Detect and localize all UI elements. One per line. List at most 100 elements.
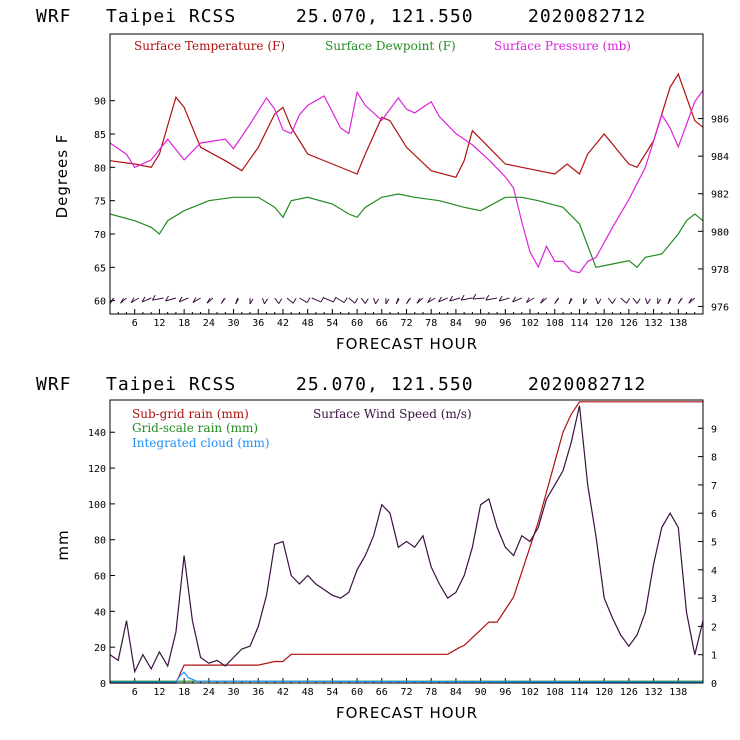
legend-wind-speed: Surface Wind Speed (m/s): [313, 407, 472, 421]
wind-barb: [644, 297, 648, 305]
wind-barb-flag: [485, 294, 490, 301]
top-x-tick-label: 84: [450, 318, 462, 329]
wind-barb: [141, 297, 152, 303]
bottom-series-surface-wind-speed-m-s: [109, 405, 704, 674]
bottom-y2-tick-label: 3: [711, 594, 717, 605]
top-x-tick-label: 42: [277, 318, 289, 329]
top-y2-tick-label: 982: [711, 190, 729, 201]
wind-barb-flag: [320, 296, 325, 303]
bottom-x-tick-label: 12: [153, 687, 165, 698]
wind-barb-flag: [636, 298, 641, 304]
wind-barb: [178, 297, 189, 303]
wind-barb-flag: [178, 296, 183, 303]
wind-barb-flag: [677, 298, 682, 304]
top-plot-frame: [109, 33, 704, 315]
top-x-tick-label: 102: [521, 318, 539, 329]
top-x-tick-label: 24: [203, 318, 215, 329]
wind-barb: [472, 297, 485, 300]
wind-barb-flag: [165, 295, 169, 302]
wind-barb-flag: [406, 298, 410, 304]
wind-barb: [526, 297, 535, 304]
wind-barb-flag: [554, 298, 559, 304]
bottom-x-tick-label: 6: [132, 687, 138, 698]
wind-barb: [498, 297, 510, 302]
top-header-model: WRF: [36, 6, 72, 27]
wind-barb: [130, 297, 140, 304]
bottom-x-tick-label: 114: [570, 687, 588, 698]
top-x-tick-label: 6: [132, 318, 138, 329]
bottom-x-tick-label: 72: [400, 687, 412, 698]
top-x-tick-label: 12: [153, 318, 165, 329]
wind-barb: [485, 297, 498, 301]
bottom-x-tick-label: 96: [499, 687, 511, 698]
top-legend: Surface Temperature (F) Surface Dewpoint…: [134, 39, 631, 53]
top-x-tick-label: 78: [425, 318, 437, 329]
bottom-y2-tick-label: 0: [711, 679, 717, 690]
legend-integrated-cloud: Integrated cloud (mm): [132, 436, 270, 450]
bottom-plot-frame: [109, 399, 704, 684]
bottom-header: WRF Taipei RCSS 25.070, 121.550 20200827…: [36, 374, 645, 395]
top-y2-tick-label: 986: [711, 115, 729, 126]
top-y-tick-label: 70: [94, 230, 106, 241]
bottom-y2-tick-label: 7: [711, 481, 717, 492]
wind-barb-flag: [385, 298, 390, 305]
wind-barb-flag: [540, 297, 544, 304]
bottom-x-tick-label: 18: [178, 687, 190, 698]
wind-barb: [323, 297, 334, 303]
wind-barb-flag: [278, 298, 283, 304]
wind-barb-flag: [416, 297, 421, 304]
top-header: WRF Taipei RCSS 25.070, 121.550 20200827…: [36, 6, 645, 27]
legend-dewpoint: Surface Dewpoint (F): [325, 39, 456, 53]
top-series-surface-dewpoint-f: [109, 193, 704, 269]
top-y-tick-label: 75: [94, 197, 106, 208]
bottom-y-tick-label: 80: [94, 536, 106, 547]
bottom-y-tick-label: 140: [88, 428, 106, 439]
top-y2-tick-label: 978: [711, 265, 729, 276]
wind-barb-flag: [206, 297, 211, 304]
top-y-tick-label: 85: [94, 130, 106, 141]
top-header-coords: 25.070, 121.550: [296, 6, 474, 27]
wind-barb-flag: [306, 297, 311, 303]
wind-barb-flag: [375, 298, 380, 305]
wind-barb-flag: [235, 298, 240, 305]
wind-barb-flag: [120, 297, 124, 304]
wind-barb-flag: [192, 297, 197, 303]
wind-barb-flag: [354, 297, 359, 304]
wind-barb-flag: [130, 297, 135, 303]
top-x-tick-label: 96: [499, 318, 511, 329]
wind-barb: [336, 297, 345, 304]
bottom-x-tick-label: 66: [376, 687, 388, 698]
wind-barb-flag: [427, 297, 432, 303]
wind-barb-flag: [568, 298, 573, 305]
bottom-y-tick-label: 120: [88, 464, 106, 475]
wind-barb: [360, 297, 366, 304]
bottom-y2-tick-label: 8: [711, 453, 717, 464]
wind-barb-flag: [220, 298, 225, 304]
wind-barb: [512, 297, 523, 303]
bottom-x-tick-label: 78: [425, 687, 437, 698]
bottom-x-tick-label: 102: [521, 687, 539, 698]
top-x-axis-label: FORECAST HOUR: [336, 335, 478, 353]
wind-barb: [632, 297, 638, 304]
top-x-tick-label: 30: [228, 318, 240, 329]
bottom-y2-tick-label: 9: [711, 424, 717, 435]
bottom-y-tick-label: 0: [100, 679, 106, 690]
wind-barb: [427, 297, 436, 304]
bottom-x-tick-label: 138: [669, 687, 687, 698]
bottom-y2-tick-label: 5: [711, 538, 717, 549]
wind-barb: [261, 297, 265, 305]
top-x-tick-label: 108: [546, 318, 564, 329]
top-x-tick-label: 90: [475, 318, 487, 329]
bottom-y-axis-label: mm: [54, 529, 72, 560]
bottom-x-tick-label: 54: [326, 687, 338, 698]
top-x-tick-label: 138: [669, 318, 687, 329]
temperature-chart: WRF Taipei RCSS 25.070, 121.550 20200827…: [36, 6, 729, 353]
top-x-tick-label: 60: [351, 318, 363, 329]
top-x-tick-label: 120: [595, 318, 613, 329]
top-header-station: Taipei RCSS: [106, 6, 236, 27]
precipitation-chart: WRF Taipei RCSS 25.070, 121.550 20200827…: [36, 374, 717, 722]
top-y2-tick-label: 984: [711, 152, 729, 163]
wind-barb-flag: [646, 298, 651, 305]
legend-pressure: Surface Pressure (mb): [494, 39, 631, 53]
